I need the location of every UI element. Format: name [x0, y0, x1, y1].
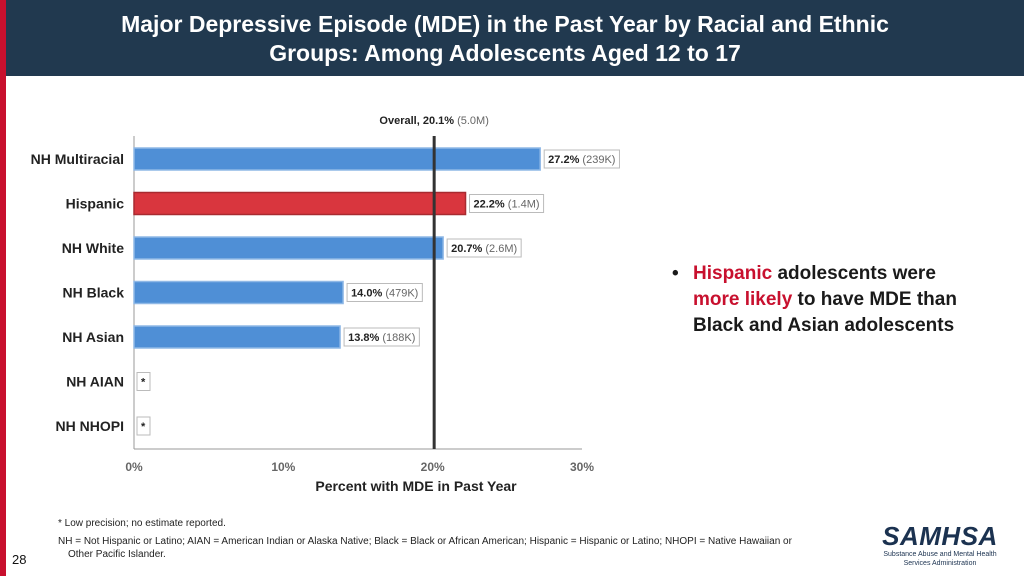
data-label: *	[141, 421, 146, 433]
data-label-box	[343, 327, 420, 347]
footnote-abbreviations: NH = Not Hispanic or Latino; AIAN = Amer…	[58, 535, 858, 561]
overall-reference-label: Overall, 20.1% (5.0M)	[379, 115, 488, 127]
data-label-box	[136, 372, 151, 391]
data-label: *	[141, 377, 146, 389]
title-line-1: Major Depressive Episode (MDE) in the Pa…	[121, 11, 889, 37]
bullet-more-likely: more likely	[693, 289, 793, 310]
category-label: Hispanic	[66, 196, 125, 212]
data-label-box	[543, 149, 620, 169]
bar	[133, 236, 444, 260]
footnote-abbrev-line-1: NH = Not Hispanic or Latino; AIAN = Amer…	[58, 536, 792, 547]
data-label: 20.7% (2.6M)	[451, 243, 517, 255]
bar	[133, 325, 341, 349]
samhsa-logo: SAMHSA Substance Abuse and Mental Health…	[880, 522, 1000, 568]
x-tick-label: 20%	[421, 460, 445, 474]
category-label: NH Black	[63, 285, 125, 301]
bullet-text-2: to have MDE than	[792, 289, 957, 310]
category-label: NH AIAN	[66, 374, 124, 390]
logo-subtitle-2: Services Administration	[903, 560, 977, 567]
category-label: NH White	[62, 240, 124, 256]
bullet-text-1: adolescents were	[772, 263, 936, 284]
data-label: 22.2% (1.4M)	[474, 199, 540, 211]
category-label: NH Asian	[62, 329, 124, 345]
data-label-box	[469, 194, 545, 213]
category-label: NH NHOPI	[56, 418, 124, 434]
bullet-point: • Hispanic adolescents were more likely …	[672, 261, 1002, 339]
category-label: NH Multiracial	[31, 151, 124, 167]
data-label-box	[136, 416, 151, 436]
bar	[133, 147, 541, 171]
bullet-dot: •	[672, 263, 679, 284]
data-label-box	[346, 283, 423, 302]
data-label-box	[446, 238, 522, 258]
bar	[133, 191, 467, 216]
footnote-abbrev-line-2: Other Pacific Islander.	[68, 549, 166, 560]
data-label: 13.8% (188K)	[348, 332, 415, 344]
logo-wordmark: SAMHSA	[882, 521, 998, 551]
x-tick-label: 10%	[271, 460, 295, 474]
left-accent-stripe	[0, 0, 6, 576]
data-label: 14.0% (479K)	[351, 288, 418, 300]
footnote-low-precision: * Low precision; no estimate reported.	[58, 518, 226, 529]
bullet-text: Hispanic adolescents were more likely to…	[693, 261, 957, 339]
header-bar	[0, 0, 1024, 76]
x-tick-label: 30%	[570, 460, 594, 474]
logo-subtitle-1: Substance Abuse and Mental Health	[883, 551, 997, 558]
title-line-2: Groups: Among Adolescents Aged 12 to 17	[269, 40, 741, 66]
x-axis-title: Percent with MDE in Past Year	[315, 478, 517, 494]
bar	[133, 280, 344, 305]
x-tick-label: 0%	[125, 460, 143, 474]
page-number: 28	[12, 552, 27, 567]
bullet-text-3: Black and Asian adolescents	[693, 315, 955, 336]
page-title: Major Depressive Episode (MDE) in the Pa…	[40, 10, 970, 68]
bullet-hispanic: Hispanic	[693, 263, 773, 284]
data-label: 27.2% (239K)	[548, 154, 615, 166]
